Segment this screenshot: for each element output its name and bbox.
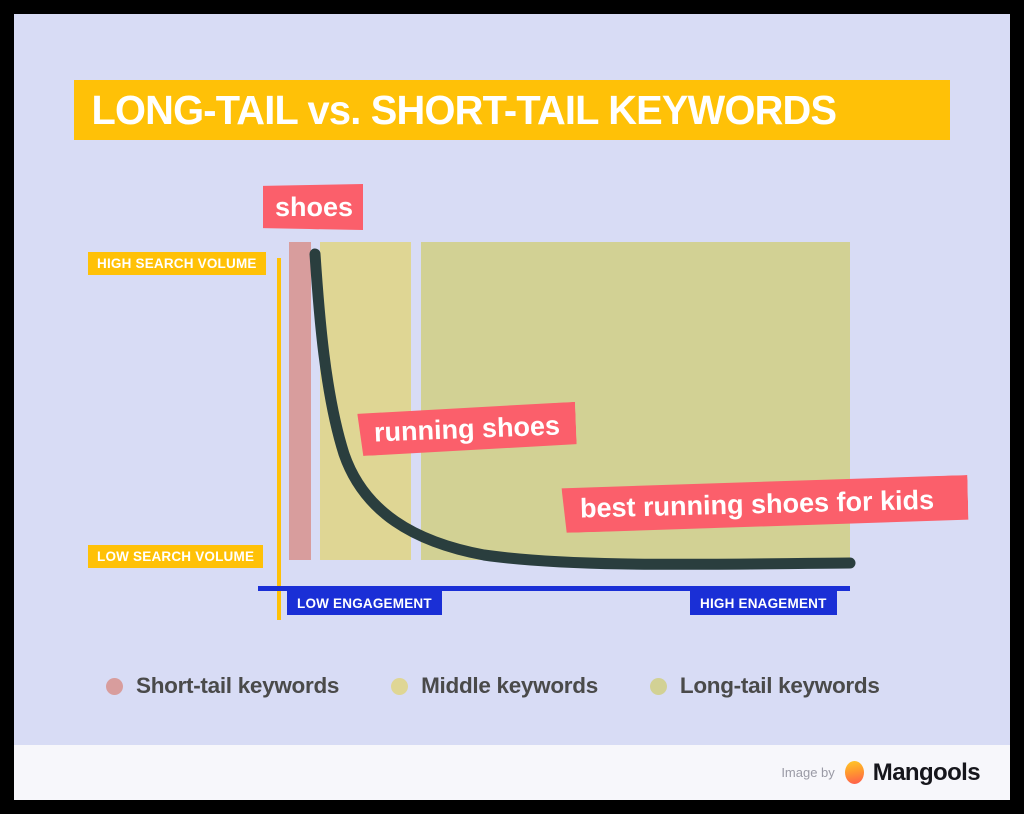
footer-bar: Image by Mangools [14,745,1010,800]
callout-running-shoes-label: running shoes [373,409,561,448]
legend-item-long-tail: Long-tail keywords [649,673,880,699]
legend-dot-icon [106,677,123,695]
legend-label: Middle keywords [421,673,598,698]
callout-best-running-shoes-label: best running shoes for kids [579,484,935,524]
footer-credit-text: Image by [781,765,835,780]
chart-area: HIGH SEARCH VOLUME LOW SEARCH VOLUME LOW… [14,14,1010,800]
label-high-search-volume: HIGH SEARCH VOLUME [88,252,266,275]
infographic-frame: LONG-TAIL vs. SHORT-TAIL KEYWORDS HIGH S… [14,14,1010,800]
y-axis-line [277,258,281,620]
legend-item-middle: Middle keywords [391,673,598,699]
label-low-search-volume: LOW SEARCH VOLUME [88,545,264,568]
x-axis-line [258,586,850,591]
callout-shoes: shoes [263,184,363,230]
footer-brand-name: Mangools [872,758,981,786]
band-short-tail [289,242,311,560]
band-middle [320,242,411,560]
label-high-engagement: HIGH ENAGEMENT [690,591,837,615]
page-title: LONG-TAIL vs. SHORT-TAIL KEYWORDS [91,86,837,133]
label-low-engagement: LOW ENGAGEMENT [287,591,442,615]
mangools-logo-icon [844,761,864,784]
legend-label: Short-tail keywords [136,673,340,698]
callout-shoes-label: shoes [275,191,354,222]
legend-label: Long-tail keywords [679,673,880,698]
legend-dot-icon [391,677,409,695]
title-banner: LONG-TAIL vs. SHORT-TAIL KEYWORDS [74,80,950,140]
legend-item-short-tail: Short-tail keywords [106,673,339,699]
legend: Short-tail keywords Middle keywords Long… [106,666,956,706]
legend-dot-icon [649,677,667,695]
